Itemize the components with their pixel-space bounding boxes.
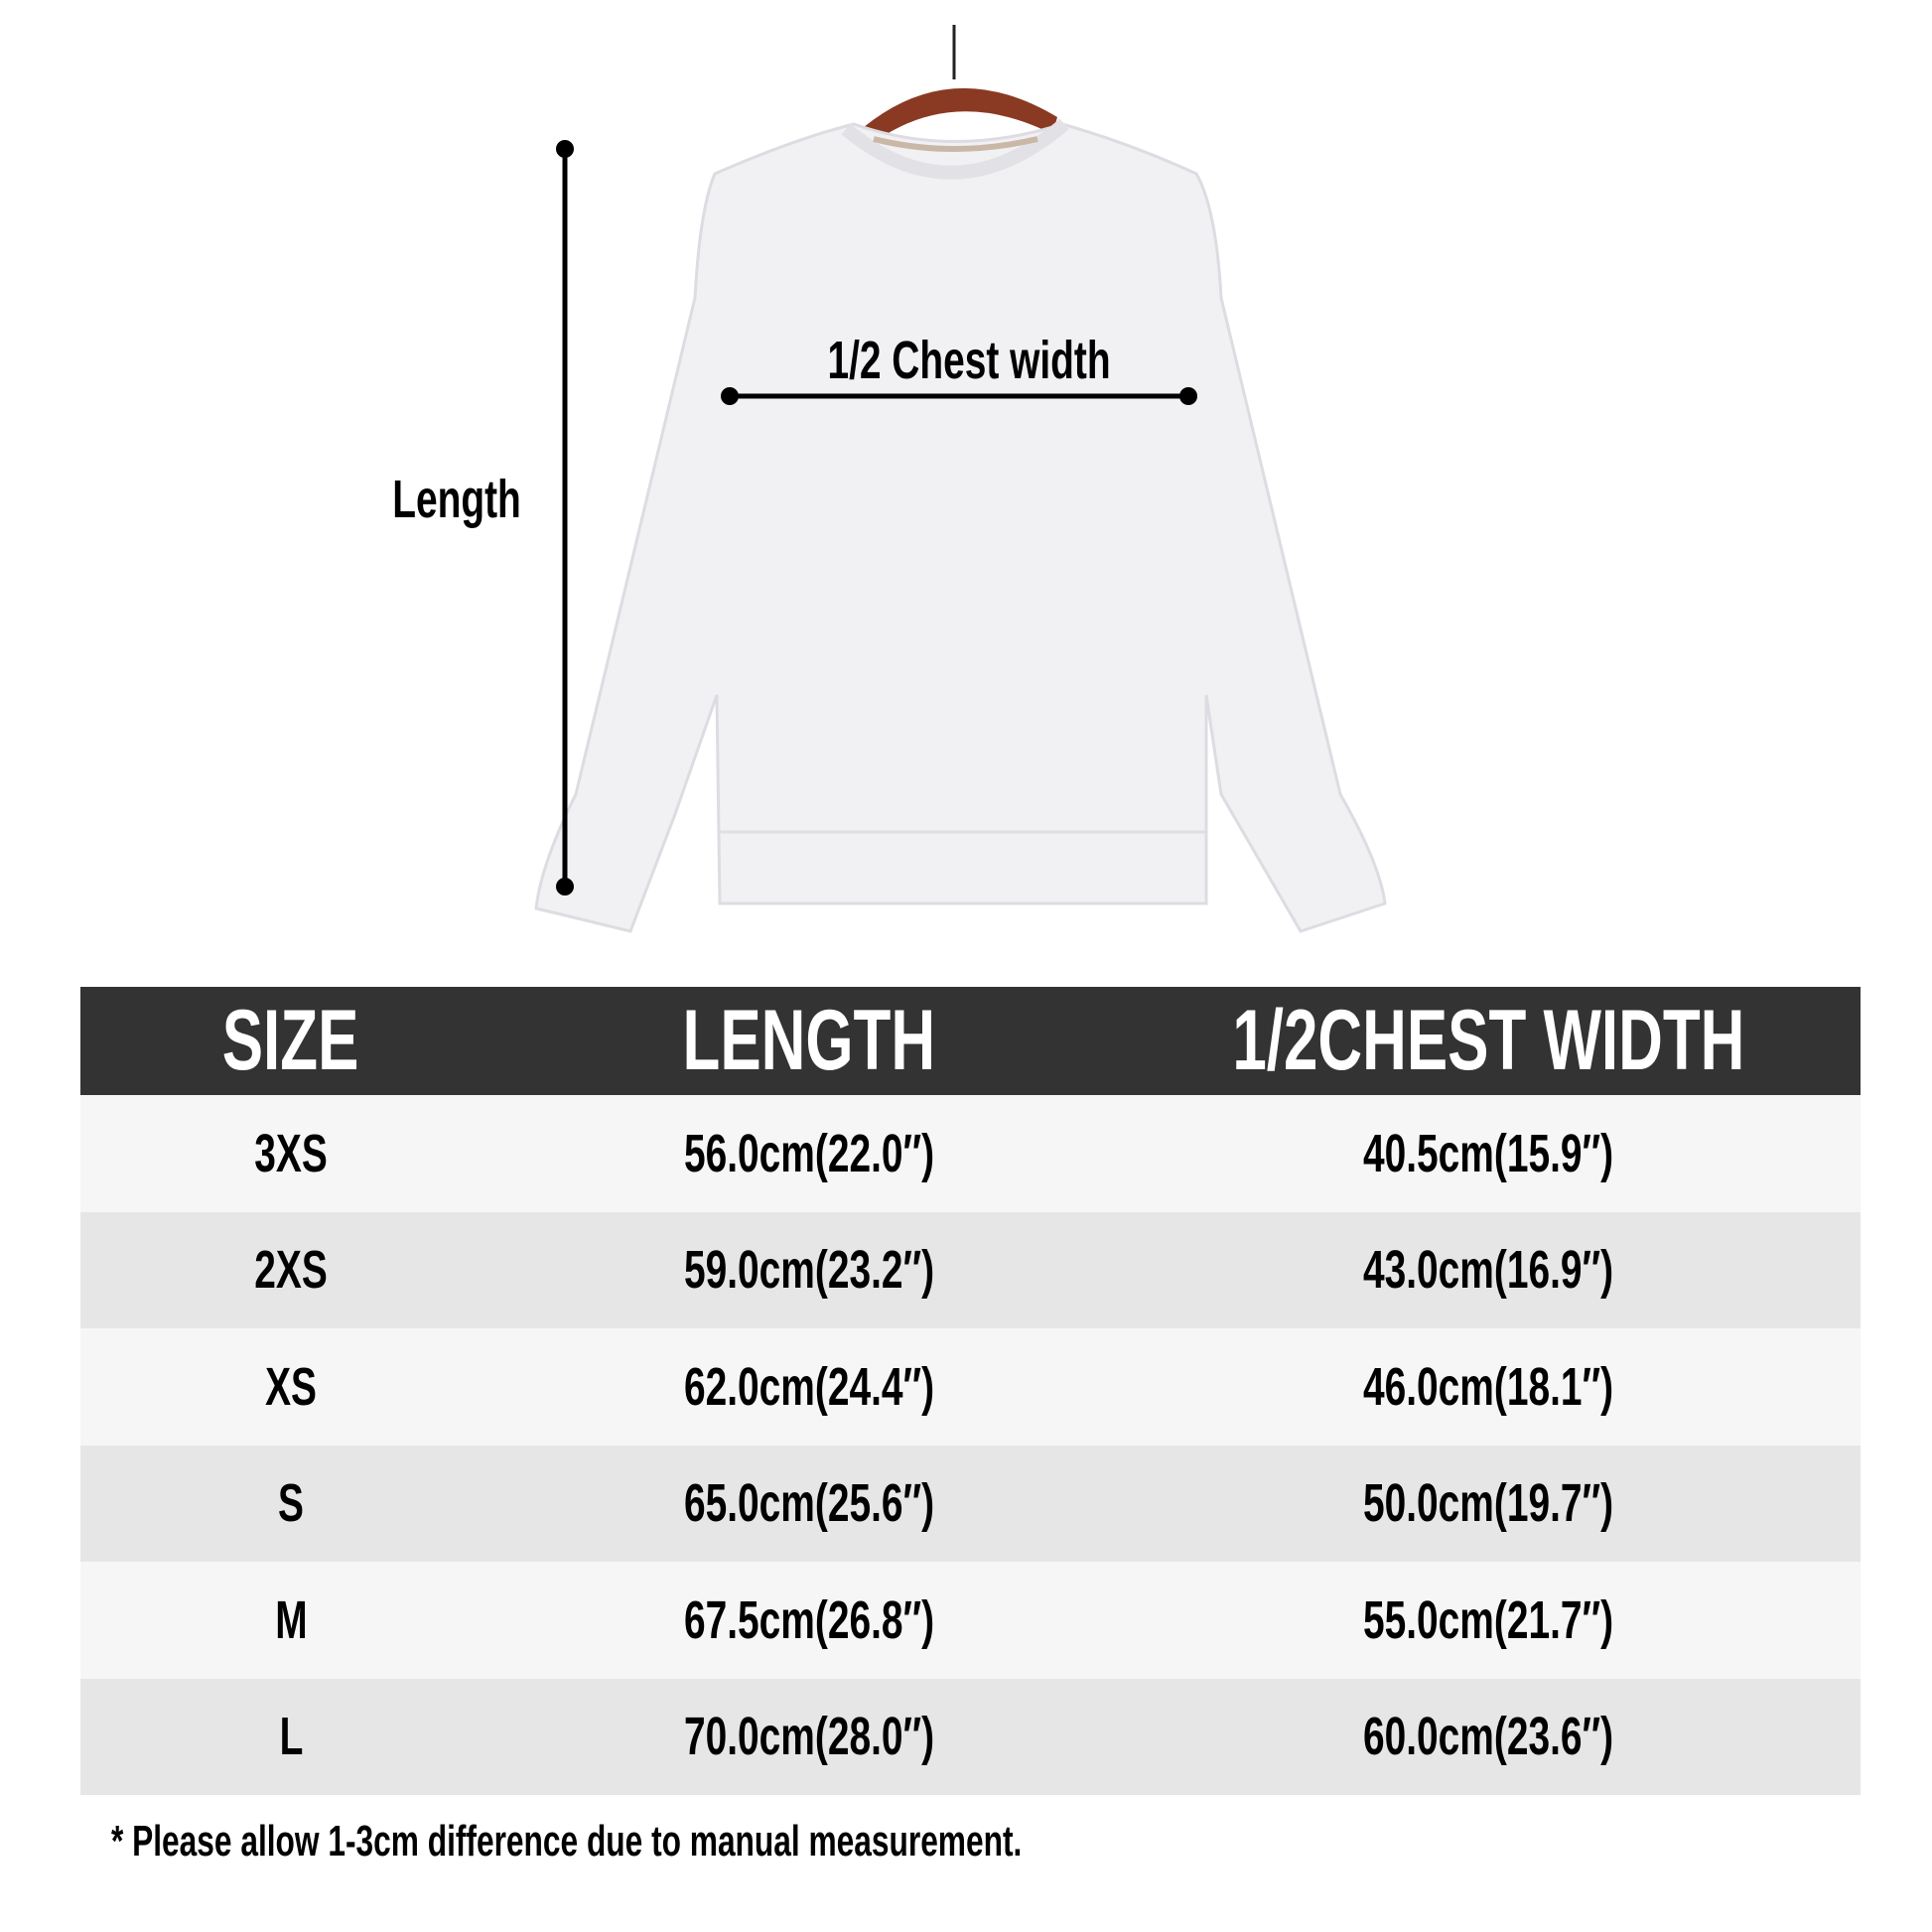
chest-label: 1/2 Chest width	[827, 331, 1111, 390]
length-cell: 62.0cm(24.4″)	[683, 1356, 935, 1417]
size-cell: M	[274, 1589, 308, 1650]
sweater-illustration	[534, 25, 1387, 933]
length-cell: 65.0cm(25.6″)	[683, 1473, 935, 1534]
length-cell: 67.5cm(26.8″)	[683, 1589, 935, 1650]
size-cell: S	[278, 1473, 304, 1534]
chest-cell: 46.0cm(18.1″)	[1363, 1356, 1614, 1417]
size-cell: L	[279, 1707, 303, 1767]
chest-cell: 60.0cm(23.6″)	[1363, 1707, 1614, 1767]
table-row: XS 62.0cm(24.4″) 46.0cm(18.1″)	[80, 1328, 1861, 1446]
length-label: Length	[392, 470, 521, 529]
chest-measure-line	[721, 387, 1197, 405]
table-row: L 70.0cm(28.0″) 60.0cm(23.6″)	[80, 1678, 1861, 1795]
size-cell: 2XS	[254, 1240, 328, 1301]
size-cell: XS	[265, 1356, 317, 1417]
chest-cell: 43.0cm(16.9″)	[1363, 1240, 1614, 1301]
table-row: S 65.0cm(25.6″) 50.0cm(19.7″)	[80, 1445, 1861, 1562]
length-cell: 59.0cm(23.2″)	[683, 1240, 935, 1301]
chest-cell: 55.0cm(21.7″)	[1363, 1589, 1614, 1650]
table-row: 3XS 56.0cm(22.0″) 40.5cm(15.9″)	[80, 1095, 1861, 1212]
length-measure-line	[556, 140, 574, 896]
table-row: M 67.5cm(26.8″) 55.0cm(21.7″)	[80, 1562, 1861, 1679]
table-header: SIZE LENGTH 1/2CHEST WIDTH	[80, 987, 1861, 1095]
size-table: SIZE LENGTH 1/2CHEST WIDTH 3XS 56.0cm(22.…	[80, 987, 1861, 1795]
length-cell: 70.0cm(28.0″)	[683, 1707, 935, 1767]
size-cell: 3XS	[254, 1123, 328, 1183]
table-row: 2XS 59.0cm(23.2″) 43.0cm(16.9″)	[80, 1211, 1861, 1328]
footnote: * Please allow 1-3cm difference due to m…	[111, 1817, 1023, 1865]
chest-cell: 50.0cm(19.7″)	[1363, 1473, 1614, 1534]
chest-cell: 40.5cm(15.9″)	[1363, 1123, 1614, 1183]
hanger	[864, 87, 1057, 144]
length-cell: 56.0cm(22.0″)	[683, 1123, 935, 1183]
